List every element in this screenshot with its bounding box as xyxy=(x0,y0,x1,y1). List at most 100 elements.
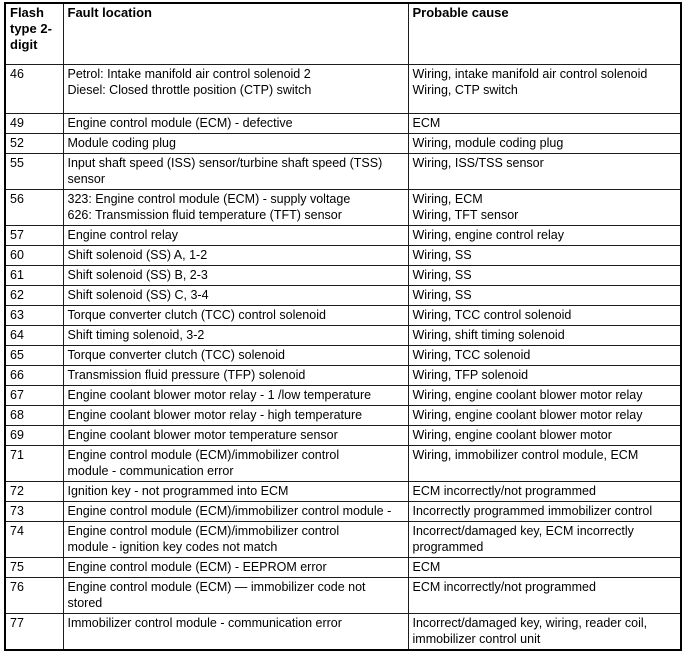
fault-location-column-header: Fault location xyxy=(62,2,409,65)
probable-cause-cell: Wiring, TCC solenoid xyxy=(407,344,682,366)
table-row: 76 Engine control module (ECM) — immobili… xyxy=(4,576,682,614)
fault-location-cell: 323: Engine control module (ECM) - suppl… xyxy=(62,188,409,226)
probable-cause-cell: Incorrectly programmed immobilizer contr… xyxy=(407,500,682,522)
header-row: Flash type 2-digit Fault location Probab… xyxy=(4,2,682,65)
table-row: 66 Transmission fluid pressure (TFP) sole… xyxy=(4,364,682,386)
flash-code-cell: 69 xyxy=(4,424,64,446)
probable-cause-cell: Wiring, engine coolant blower motor rela… xyxy=(407,384,682,406)
probable-cause-cell: ECM incorrectly/not programmed xyxy=(407,480,682,502)
probable-cause-cell: Wiring, SS xyxy=(407,264,682,286)
fault-location-cell: Engine control relay xyxy=(62,224,409,246)
probable-cause-cell: Wiring, shift timing solenoid xyxy=(407,324,682,346)
table-row: 49 Engine control module (ECM) - defectiv… xyxy=(4,112,682,134)
table-row: 56 323: Engine control module (ECM) - sup… xyxy=(4,188,682,226)
fault-table-header: Flash type 2-digit Fault location Probab… xyxy=(4,2,682,65)
fault-location-cell: Engine control module (ECM) — immobilize… xyxy=(62,576,409,614)
table-row: 67 Engine coolant blower motor relay - 1 … xyxy=(4,384,682,406)
table-row: 61 Shift solenoid (SS) B, 2-3 Wiring, SS xyxy=(4,264,682,286)
table-row: 60 Shift solenoid (SS) A, 1-2 Wiring, SS xyxy=(4,244,682,266)
fault-code-table: Flash type 2-digit Fault location Probab… xyxy=(4,2,682,651)
probable-cause-cell: Wiring, ISS/TSS sensor xyxy=(407,152,682,190)
fault-location-cell: Engine coolant blower motor relay - 1 /l… xyxy=(62,384,409,406)
fault-location-cell: Shift solenoid (SS) C, 3-4 xyxy=(62,284,409,306)
flash-code-cell: 77 xyxy=(4,612,64,650)
flash-code-cell: 68 xyxy=(4,404,64,426)
table-row: 62 Shift solenoid (SS) C, 3-4 Wiring, SS xyxy=(4,284,682,306)
probable-cause-cell: Incorrect/damaged key, ECM incorrectly p… xyxy=(407,520,682,558)
table-row: 65 Torque converter clutch (TCC) solenoid… xyxy=(4,344,682,366)
table-row: 68 Engine coolant blower motor relay - hi… xyxy=(4,404,682,426)
flash-code-cell: 57 xyxy=(4,224,64,246)
fault-location-cell: Shift timing solenoid, 3-2 xyxy=(62,324,409,346)
table-row: 75 Engine control module (ECM) - EEPROM e… xyxy=(4,556,682,578)
probable-cause-cell: Wiring, intake manifold air control sole… xyxy=(407,63,682,114)
flash-code-cell: 73 xyxy=(4,500,64,522)
probable-cause-cell: Wiring, SS xyxy=(407,284,682,306)
flash-code-cell: 75 xyxy=(4,556,64,578)
flash-code-cell: 64 xyxy=(4,324,64,346)
flash-code-cell: 76 xyxy=(4,576,64,614)
fault-location-cell: Engine control module (ECM)/immobilizer … xyxy=(62,520,409,558)
table-row: 63 Torque converter clutch (TCC) control … xyxy=(4,304,682,326)
fault-location-cell: Engine control module (ECM)/immobilizer … xyxy=(62,444,409,482)
probable-cause-cell: Wiring, engine coolant blower motor rela… xyxy=(407,404,682,426)
flash-code-cell: 52 xyxy=(4,132,64,154)
fault-location-cell: Engine control module (ECM) - defective xyxy=(62,112,409,134)
probable-cause-cell: Wiring, TFP solenoid xyxy=(407,364,682,386)
flash-code-cell: 61 xyxy=(4,264,64,286)
fault-location-cell: Immobilizer control module - communicati… xyxy=(62,612,409,650)
table-row: 64 Shift timing solenoid, 3-2 Wiring, shif… xyxy=(4,324,682,346)
table-row: 77 Immobilizer control module - communica… xyxy=(4,612,682,650)
probable-cause-cell: Wiring, engine coolant blower motor xyxy=(407,424,682,446)
table-row: 55 Input shaft speed (ISS) sensor/turbine… xyxy=(4,152,682,190)
fault-location-cell: Engine control module (ECM)/immobilizer … xyxy=(62,500,409,522)
flash-code-cell: 55 xyxy=(4,152,64,190)
fault-location-cell: Torque converter clutch (TCC) solenoid xyxy=(62,344,409,366)
table-row: 46 Petrol: Intake manifold air control so… xyxy=(4,63,682,114)
probable-cause-cell: ECM xyxy=(407,556,682,578)
fault-location-cell: Torque converter clutch (TCC) control so… xyxy=(62,304,409,326)
fault-table-body: 46 Petrol: Intake manifold air control so… xyxy=(4,63,682,650)
table-row: 52 Module coding plug Wiring, module codin… xyxy=(4,132,682,154)
probable-cause-column-header: Probable cause xyxy=(407,2,682,65)
table-row: 74 Engine control module (ECM)/immobilize… xyxy=(4,520,682,558)
fault-location-cell: Shift solenoid (SS) B, 2-3 xyxy=(62,264,409,286)
probable-cause-cell: Wiring, engine control relay xyxy=(407,224,682,246)
flash-code-column-header: Flash type 2-digit xyxy=(4,2,64,65)
flash-code-cell: 56 xyxy=(4,188,64,226)
fault-location-cell: Module coding plug xyxy=(62,132,409,154)
flash-code-cell: 62 xyxy=(4,284,64,306)
flash-code-cell: 71 xyxy=(4,444,64,482)
probable-cause-cell: Wiring, immobilizer control module, ECM xyxy=(407,444,682,482)
probable-cause-cell: Wiring, module coding plug xyxy=(407,132,682,154)
probable-cause-cell: ECM xyxy=(407,112,682,134)
table-row: 73 Engine control module (ECM)/immobilize… xyxy=(4,500,682,522)
flash-code-cell: 72 xyxy=(4,480,64,502)
table-row: 72 Ignition key - not programmed into ECM… xyxy=(4,480,682,502)
fault-location-cell: Transmission fluid pressure (TFP) soleno… xyxy=(62,364,409,386)
table-row: 57 Engine control relay Wiring, engine con… xyxy=(4,224,682,246)
flash-code-cell: 60 xyxy=(4,244,64,266)
flash-code-cell: 49 xyxy=(4,112,64,134)
fault-location-cell: Input shaft speed (ISS) sensor/turbine s… xyxy=(62,152,409,190)
table-row: 71 Engine control module (ECM)/immobilize… xyxy=(4,444,682,482)
flash-code-cell: 46 xyxy=(4,63,64,114)
fault-location-cell: Shift solenoid (SS) A, 1-2 xyxy=(62,244,409,266)
probable-cause-cell: Wiring, TCC control solenoid xyxy=(407,304,682,326)
probable-cause-cell: ECM incorrectly/not programmed xyxy=(407,576,682,614)
flash-code-cell: 66 xyxy=(4,364,64,386)
probable-cause-cell: Wiring, ECM Wiring, TFT sensor xyxy=(407,188,682,226)
probable-cause-cell: Wiring, SS xyxy=(407,244,682,266)
table-row: 69 Engine coolant blower motor temperatur… xyxy=(4,424,682,446)
fault-location-cell: Engine coolant blower motor relay - high… xyxy=(62,404,409,426)
fault-location-cell: Ignition key - not programmed into ECM xyxy=(62,480,409,502)
flash-code-cell: 65 xyxy=(4,344,64,366)
flash-code-cell: 67 xyxy=(4,384,64,406)
flash-code-cell: 63 xyxy=(4,304,64,326)
fault-location-cell: Petrol: Intake manifold air control sole… xyxy=(62,63,409,114)
fault-location-cell: Engine control module (ECM) - EEPROM err… xyxy=(62,556,409,578)
probable-cause-cell: Incorrect/damaged key, wiring, reader co… xyxy=(407,612,682,650)
flash-code-cell: 74 xyxy=(4,520,64,558)
fault-location-cell: Engine coolant blower motor temperature … xyxy=(62,424,409,446)
